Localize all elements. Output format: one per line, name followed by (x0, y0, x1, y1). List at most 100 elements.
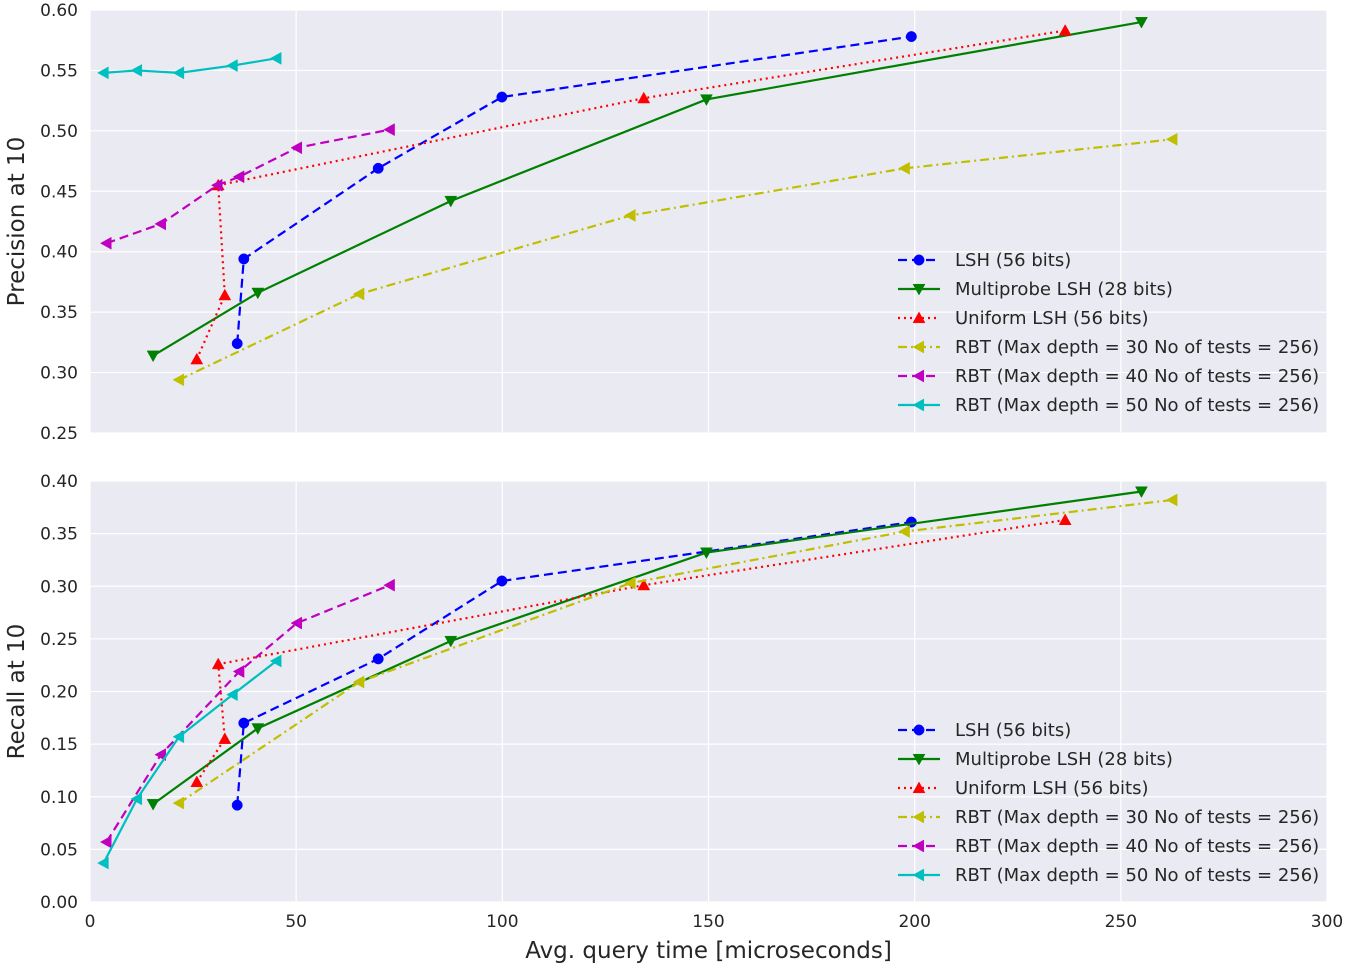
data-point (352, 675, 365, 689)
data-point (383, 123, 395, 137)
y-tick-label: 0.40 (40, 243, 78, 263)
y-tick-label: 0.05 (40, 840, 78, 860)
data-point (372, 162, 384, 174)
data-point (624, 576, 636, 590)
legend-label: RBT (Max depth = 40 No of tests = 256) (955, 366, 1319, 387)
data-point (238, 253, 250, 265)
data-point (898, 161, 910, 175)
data-point (700, 547, 713, 560)
x-tick-label: 150 (692, 912, 724, 932)
data-point (1135, 486, 1148, 499)
y-tick-label: 0.45 (40, 182, 78, 202)
series-lsh-56-bits (231, 31, 917, 350)
data-point (496, 575, 508, 587)
legend-marker (912, 839, 925, 853)
y-tick-label: 0.25 (40, 630, 78, 650)
x-tick-label: 250 (1105, 912, 1137, 932)
data-point (99, 835, 112, 849)
data-point (172, 796, 185, 810)
data-point (99, 236, 112, 250)
data-point (146, 350, 160, 363)
series-uniform-lsh-56-bits (190, 513, 1072, 788)
x-tick-label: 0 (85, 912, 96, 932)
data-point (372, 653, 384, 665)
legend-label: Uniform LSH (56 bits) (955, 778, 1149, 799)
x-tick-label: 100 (486, 912, 518, 932)
legend-label: RBT (Max depth = 50 No of tests = 256) (955, 865, 1319, 886)
legend-marker (912, 369, 925, 383)
legend-label: Multiprobe LSH (28 bits) (955, 749, 1173, 770)
data-point (290, 616, 303, 630)
data-point (97, 856, 109, 870)
y-tick-label: 0.20 (40, 683, 78, 703)
legend: LSH (56 bits) Multiprobe LSH (28 bits) Uni… (898, 250, 1319, 416)
data-point (154, 217, 166, 231)
data-point (269, 654, 282, 668)
series-line (106, 128, 390, 245)
series-rbt-max-depth-30-no-of-tests-256 (172, 132, 1178, 387)
legend-label: RBT (Max depth = 30 No of tests = 256) (955, 807, 1319, 828)
data-point (172, 373, 185, 387)
legend-marker (912, 781, 926, 794)
y-tick-label: 0.10 (40, 788, 78, 808)
series-rbt-max-depth-40-no-of-tests-256 (99, 123, 395, 250)
data-point (226, 59, 238, 72)
y-tick-label: 0.40 (40, 472, 78, 492)
data-point (383, 578, 395, 592)
data-point (210, 178, 223, 192)
legend-marker (912, 398, 925, 412)
series-rbt-max-depth-40-no-of-tests-256 (99, 578, 395, 849)
series-multiprobe-lsh-28-bits (146, 17, 1148, 363)
data-point (905, 516, 917, 528)
data-point (211, 657, 225, 670)
data-point (232, 170, 245, 184)
legend-label: RBT (Max depth = 50 No of tests = 256) (955, 395, 1319, 416)
data-point (232, 665, 245, 678)
y-axis-label: Recall at 10 (4, 624, 30, 760)
data-point (130, 64, 143, 77)
subplot-recall: 0 50 100 150 200 250 300 0.00 0.05 0.10 0.15 0.20 0.… (4, 472, 1343, 964)
y-tick-label: 0.60 (40, 1, 78, 21)
data-point (97, 66, 109, 80)
series-line (178, 498, 1173, 804)
y-tick-label: 0.55 (40, 61, 78, 81)
data-point (700, 94, 713, 106)
subplot-precision: 0.25 0.30 0.35 0.40 0.45 0.50 0.55 0.60 Precisio… (4, 1, 1328, 444)
y-tick-label: 0.15 (40, 735, 78, 755)
data-point (251, 723, 265, 735)
legend-entry-rbt-max-depth-50-no-of-tests-256: RBT (Max depth = 50 No of tests = 256) (898, 395, 1319, 416)
legend-marker (912, 868, 925, 882)
legend-marker (912, 311, 926, 324)
legend-entry-multiprobe-lsh-28-bits: Multiprobe LSH (28 bits) (898, 749, 1173, 770)
legend-marker (912, 283, 926, 296)
legend-entry-multiprobe-lsh-28-bits: Multiprobe LSH (28 bits) (898, 279, 1173, 300)
legend: LSH (56 bits) Multiprobe LSH (28 bits) Uni… (898, 720, 1319, 886)
data-point (444, 635, 458, 648)
data-point (352, 287, 365, 301)
legend-marker (912, 810, 925, 824)
y-tick-label: 0.50 (40, 122, 78, 142)
data-point (1058, 24, 1072, 36)
y-axis-label: Precision at 10 (4, 137, 30, 307)
legend-marker (913, 254, 925, 266)
data-point (637, 578, 651, 591)
legend-label: Multiprobe LSH (28 bits) (955, 279, 1173, 300)
data-point (898, 525, 910, 538)
series-lsh-56-bits (231, 516, 917, 811)
data-point (269, 51, 282, 65)
data-point (190, 352, 204, 365)
data-point (1058, 513, 1072, 525)
data-point (226, 688, 238, 702)
legend-label: LSH (56 bits) (955, 720, 1071, 741)
y-tick-label: 0.30 (40, 577, 78, 597)
legend-label: Uniform LSH (56 bits) (955, 308, 1149, 329)
data-point (1135, 17, 1148, 29)
data-point (218, 288, 232, 301)
data-point (251, 287, 265, 300)
data-point (1165, 493, 1178, 507)
legend-entry-rbt-max-depth-30-no-of-tests-256: RBT (Max depth = 30 No of tests = 256) (898, 807, 1319, 828)
legend-entry-rbt-max-depth-30-no-of-tests-256: RBT (Max depth = 30 No of tests = 256) (898, 337, 1319, 358)
legend-marker (912, 753, 926, 766)
data-point (444, 195, 458, 208)
